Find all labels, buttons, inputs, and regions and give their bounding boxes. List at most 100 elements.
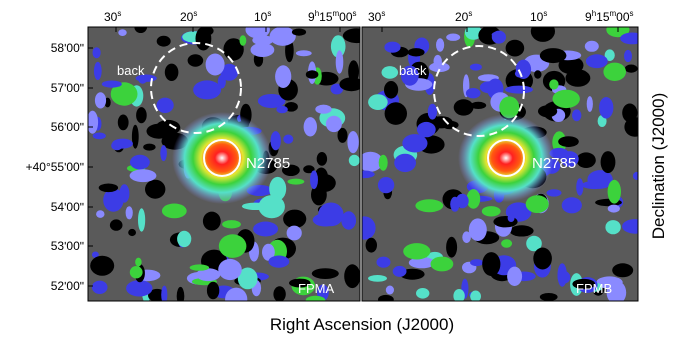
noise-blob [348, 60, 359, 83]
dec-tick-label: +40°55ʹ00ʺ [26, 160, 84, 174]
noise-blob [161, 285, 168, 301]
noise-blob [143, 143, 156, 151]
noise-blob [245, 27, 270, 39]
noise-blob [187, 54, 204, 67]
dec-tick-label: 58ʹ00ʺ [51, 41, 84, 55]
fpmb-frame [361, 26, 639, 302]
top-axis-fpma: 30s 20s 10s 9h15m00s [104, 9, 357, 24]
noise-blob [318, 202, 344, 227]
noise-blob [313, 174, 336, 192]
noise-blob [305, 70, 319, 79]
noise-blob [576, 152, 596, 168]
noise-blob [131, 124, 139, 149]
noise-blob [558, 136, 579, 148]
noise-blob [206, 281, 220, 300]
source-emission [172, 112, 272, 204]
noise-blob [470, 259, 484, 267]
top-axis-fpmb: 30s 20s 10s 9h15m00s [368, 9, 634, 24]
noise-blob [269, 176, 287, 201]
noise-blob [315, 104, 332, 114]
noise-blob [92, 251, 99, 258]
noise-blob [222, 220, 241, 229]
noise-blob [400, 65, 419, 86]
fpmb-source-label: N2785 [532, 155, 576, 172]
noise-blob [135, 257, 142, 267]
noise-blob [337, 127, 348, 143]
ra-tick-label: 30s [368, 9, 385, 24]
noise-blob [530, 27, 555, 42]
noise-blob [377, 177, 395, 194]
noise-blob [342, 28, 360, 44]
noise-blob [218, 258, 242, 281]
noise-blob [381, 66, 399, 79]
noise-blob [596, 276, 623, 289]
noise-blob [470, 101, 487, 109]
noise-blob [295, 50, 312, 57]
noise-blob [546, 189, 562, 197]
noise-blob [624, 117, 638, 137]
dec-tick-label: 54ʹ00ʺ [51, 200, 84, 214]
fpmb-back-label: back [399, 63, 427, 78]
noise-blob [408, 257, 435, 269]
noise-blob [507, 214, 515, 222]
noise-blob [257, 94, 286, 108]
noise-blob [378, 294, 394, 301]
noise-blob [91, 280, 108, 294]
noise-blob [526, 235, 542, 252]
noise-blob [624, 49, 632, 63]
noise-blob [101, 80, 122, 88]
noise-blob [534, 70, 542, 79]
noise-blob [90, 255, 115, 276]
noise-blob [136, 107, 147, 124]
fpma-source-label: N2785 [246, 155, 290, 172]
noise-blob [205, 53, 225, 76]
noise-blob [607, 179, 621, 204]
noise-blob [392, 265, 407, 277]
dec-tick-label: 52ʹ00ʺ [51, 279, 84, 293]
dec-tick-label: 53ʹ00ʺ [51, 239, 84, 253]
noise-blob [220, 63, 239, 81]
noise-blob [441, 120, 459, 130]
noise-blob [126, 280, 153, 297]
noise-blob [525, 195, 549, 214]
noise-blob [310, 170, 318, 190]
noise-blob [607, 204, 620, 213]
noise-blob [482, 252, 501, 277]
noise-blob [501, 239, 513, 248]
noise-blob [129, 169, 157, 183]
tick-marks [88, 27, 619, 287]
noise-blob [624, 64, 638, 73]
noise-blob [384, 102, 407, 125]
noise-blob [128, 228, 137, 237]
noise-blob [348, 154, 360, 167]
source-region-circle [203, 139, 241, 177]
noise-blob [453, 289, 465, 301]
noise-blob [622, 219, 638, 234]
noise-blob [584, 40, 599, 52]
ra-tick-label: 20s [180, 9, 197, 24]
noise-blob [335, 50, 344, 74]
noise-blob [402, 134, 428, 153]
source-region-circle [487, 139, 525, 177]
dec-tick-label: 56ʹ00ʺ [51, 120, 84, 134]
noise-blob [539, 293, 558, 301]
noise-blob [112, 138, 133, 149]
fpma-frame [87, 26, 361, 302]
noise-blob [385, 285, 394, 295]
noise-blob [605, 220, 621, 235]
noise-blob [202, 211, 221, 231]
noise-blob [316, 152, 328, 166]
noise-blob [549, 79, 559, 90]
noise-blob [436, 38, 445, 52]
noise-blob [368, 275, 387, 282]
noise-blob [156, 97, 174, 114]
noise-blob [429, 62, 450, 73]
noise-blob [394, 153, 416, 173]
noise-blob [217, 74, 226, 89]
noise-blob [287, 178, 305, 185]
background-region-circle [433, 45, 525, 137]
noise-blob [416, 121, 436, 138]
noise-blob [499, 96, 520, 119]
noise-blob [283, 134, 294, 144]
noise-blob [88, 110, 99, 134]
